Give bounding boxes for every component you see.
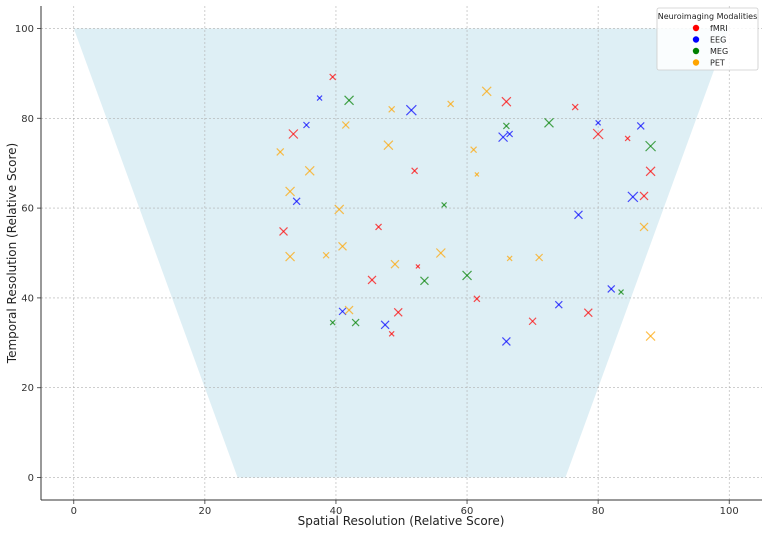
pet-point bbox=[285, 251, 295, 262]
meg-point bbox=[441, 202, 448, 208]
legend-box bbox=[656, 7, 759, 71]
meg-point bbox=[502, 122, 510, 130]
pet-point bbox=[285, 186, 295, 197]
eeg-point bbox=[292, 197, 301, 206]
fmri-point bbox=[473, 295, 481, 303]
eeg-point bbox=[501, 337, 511, 346]
meg-point bbox=[329, 319, 336, 326]
legend-marker bbox=[692, 24, 700, 32]
fmri-point bbox=[645, 166, 656, 177]
pet-point bbox=[341, 121, 350, 129]
eeg-point bbox=[607, 285, 616, 293]
legend-label: EEG bbox=[710, 36, 726, 45]
pet-point bbox=[435, 248, 446, 258]
pet-point bbox=[344, 305, 354, 315]
x-tick-label: 20 bbox=[198, 506, 211, 517]
y-tick-label: 80 bbox=[21, 114, 34, 125]
legend-item-meg: MEG bbox=[692, 47, 728, 56]
legend-item-fmri: fMRI bbox=[692, 24, 728, 33]
fmri-point bbox=[501, 96, 512, 107]
eeg-point bbox=[574, 210, 583, 220]
pet-point bbox=[470, 146, 478, 154]
pet-point bbox=[334, 204, 345, 215]
meg-point bbox=[344, 95, 354, 106]
legend-title: Neuroimaging Modalities bbox=[658, 12, 758, 21]
legend-marker bbox=[692, 59, 700, 66]
pet-point bbox=[338, 241, 347, 251]
pet-point bbox=[645, 331, 656, 342]
eeg-point bbox=[595, 119, 602, 126]
x-tick-label: 100 bbox=[720, 506, 739, 517]
y-tick-label: 60 bbox=[21, 204, 34, 215]
fmri-point bbox=[571, 103, 579, 111]
eeg-point bbox=[636, 121, 645, 130]
fmri-point bbox=[624, 135, 631, 142]
shaded-region bbox=[73, 28, 730, 478]
pet-point bbox=[322, 251, 330, 259]
eeg-point bbox=[303, 121, 310, 129]
pet-point bbox=[481, 86, 492, 97]
legend-label: fMRI bbox=[710, 24, 728, 33]
legend-item-pet: PET bbox=[692, 59, 725, 68]
fmri-point bbox=[329, 73, 337, 81]
fmri-point bbox=[415, 264, 421, 269]
plot-area: 0 20 40 60 80 100 0 20 40 60 80 100 bbox=[15, 6, 762, 517]
eeg-point bbox=[506, 130, 514, 138]
pet-point bbox=[474, 171, 480, 177]
pet-point bbox=[447, 100, 455, 108]
fmri-point bbox=[411, 167, 419, 175]
x-tick-label: 80 bbox=[592, 506, 605, 517]
pet-point bbox=[506, 255, 513, 262]
fmri-point bbox=[388, 330, 395, 337]
eeg-point bbox=[554, 300, 563, 309]
fmri-point bbox=[375, 223, 382, 231]
legend-marker bbox=[692, 36, 700, 43]
fmri-point bbox=[393, 307, 403, 317]
eeg-point bbox=[405, 104, 417, 116]
eeg-point bbox=[627, 191, 639, 203]
pet-point bbox=[639, 222, 649, 232]
y-tick-label: 100 bbox=[15, 24, 34, 35]
meg-point bbox=[618, 289, 625, 295]
y-tick-label: 0 bbox=[28, 473, 34, 484]
pet-point bbox=[388, 105, 396, 113]
fmri-point bbox=[639, 191, 649, 201]
x-axis-label: Spatial Resolution (Relative Score) bbox=[298, 514, 505, 528]
fmri-point bbox=[367, 275, 377, 285]
meg-point bbox=[645, 140, 656, 152]
pet-point bbox=[390, 259, 400, 269]
legend-marker bbox=[692, 47, 700, 55]
meg-point bbox=[544, 117, 554, 128]
x-tick-label: 0 bbox=[71, 506, 77, 517]
legend-item-eeg: EEG bbox=[692, 36, 726, 45]
legend: Neuroimaging Modalities fMRI EEG MEG PET bbox=[656, 7, 759, 71]
eeg-point bbox=[380, 320, 390, 330]
meg-point bbox=[420, 276, 429, 286]
fmri-point bbox=[583, 308, 593, 318]
fmri-point bbox=[592, 128, 604, 140]
pet-point bbox=[304, 165, 315, 176]
y-axis-label: Temporal Resolution (Relative Score) bbox=[5, 143, 19, 364]
meg-point bbox=[462, 270, 472, 281]
pet-point bbox=[276, 148, 285, 156]
eeg-point bbox=[316, 95, 323, 101]
x-tick-label: 60 bbox=[461, 506, 474, 517]
fmri-point bbox=[288, 129, 299, 139]
pet-point bbox=[383, 140, 394, 151]
eeg-point bbox=[498, 132, 509, 143]
legend-label: MEG bbox=[710, 47, 728, 56]
y-tick-label: 40 bbox=[21, 293, 34, 304]
y-tick-label: 20 bbox=[21, 383, 34, 394]
fmri-point bbox=[279, 227, 288, 236]
fmri-point bbox=[528, 317, 537, 326]
pet-point bbox=[535, 253, 544, 262]
x-tick-label: 40 bbox=[330, 506, 343, 517]
legend-label: PET bbox=[710, 59, 725, 68]
meg-point bbox=[351, 318, 360, 327]
